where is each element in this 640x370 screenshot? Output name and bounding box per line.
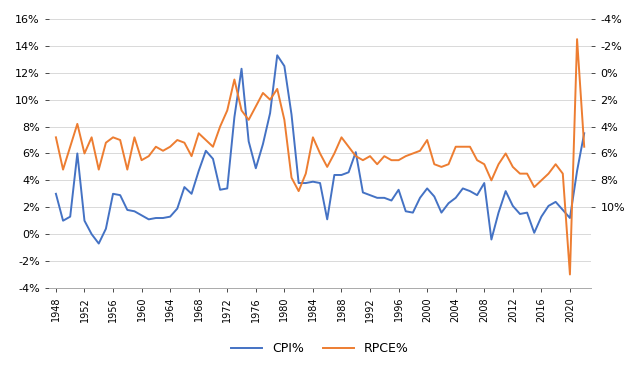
- CPI%: [95, 241, 102, 246]
- Legend: CPI%, RPCE%: CPI%, RPCE%: [226, 337, 414, 360]
- RPCE%: [524, 171, 531, 176]
- RPCE%: [488, 178, 495, 182]
- CPI%: [102, 226, 109, 231]
- RPCE%: [452, 145, 460, 149]
- RPCE%: [466, 145, 474, 149]
- Line: CPI%: CPI%: [56, 55, 584, 243]
- CPI%: [502, 189, 509, 194]
- CPI%: [481, 181, 488, 185]
- Line: RPCE%: RPCE%: [56, 39, 584, 275]
- RPCE%: [474, 158, 481, 162]
- RPCE%: [95, 167, 102, 172]
- CPI%: [273, 53, 281, 57]
- CPI%: [488, 237, 495, 242]
- RPCE%: [52, 135, 60, 139]
- CPI%: [538, 215, 545, 219]
- RPCE%: [580, 145, 588, 149]
- CPI%: [580, 131, 588, 135]
- CPI%: [52, 192, 60, 196]
- CPI%: [466, 189, 474, 194]
- RPCE%: [566, 272, 574, 277]
- RPCE%: [573, 37, 581, 41]
